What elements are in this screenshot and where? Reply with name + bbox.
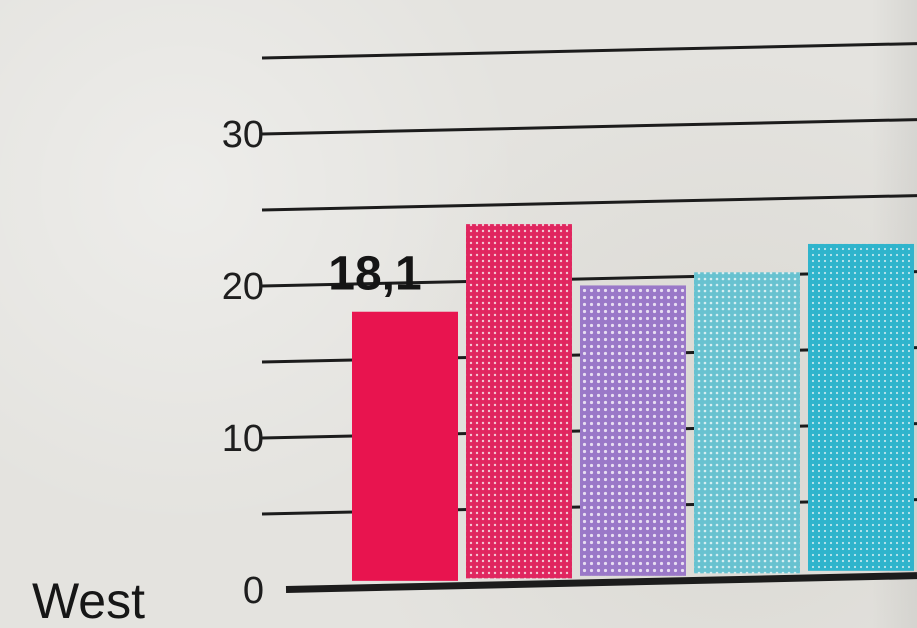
- baseline: [285, 572, 917, 593]
- gridline: [261, 194, 917, 212]
- y-axis: 0 10 20 30: [222, 114, 264, 612]
- bars: [352, 224, 914, 581]
- gridline: [261, 118, 917, 136]
- y-tick-label: 0: [243, 570, 264, 612]
- y-tick-label: 10: [222, 418, 264, 460]
- gridline: [261, 42, 917, 60]
- bar-3: [580, 285, 686, 576]
- region-label: West: [32, 573, 145, 628]
- bar-2: [466, 224, 572, 579]
- bar-1: [352, 311, 458, 581]
- bar-4: [694, 272, 800, 574]
- bar-5: [808, 243, 914, 571]
- y-tick-label: 30: [222, 114, 264, 156]
- bar-value-label: 18,1: [328, 248, 421, 301]
- y-tick-label: 20: [222, 266, 264, 308]
- gridline: [261, 270, 917, 288]
- labels: 18,1 West: [32, 248, 422, 628]
